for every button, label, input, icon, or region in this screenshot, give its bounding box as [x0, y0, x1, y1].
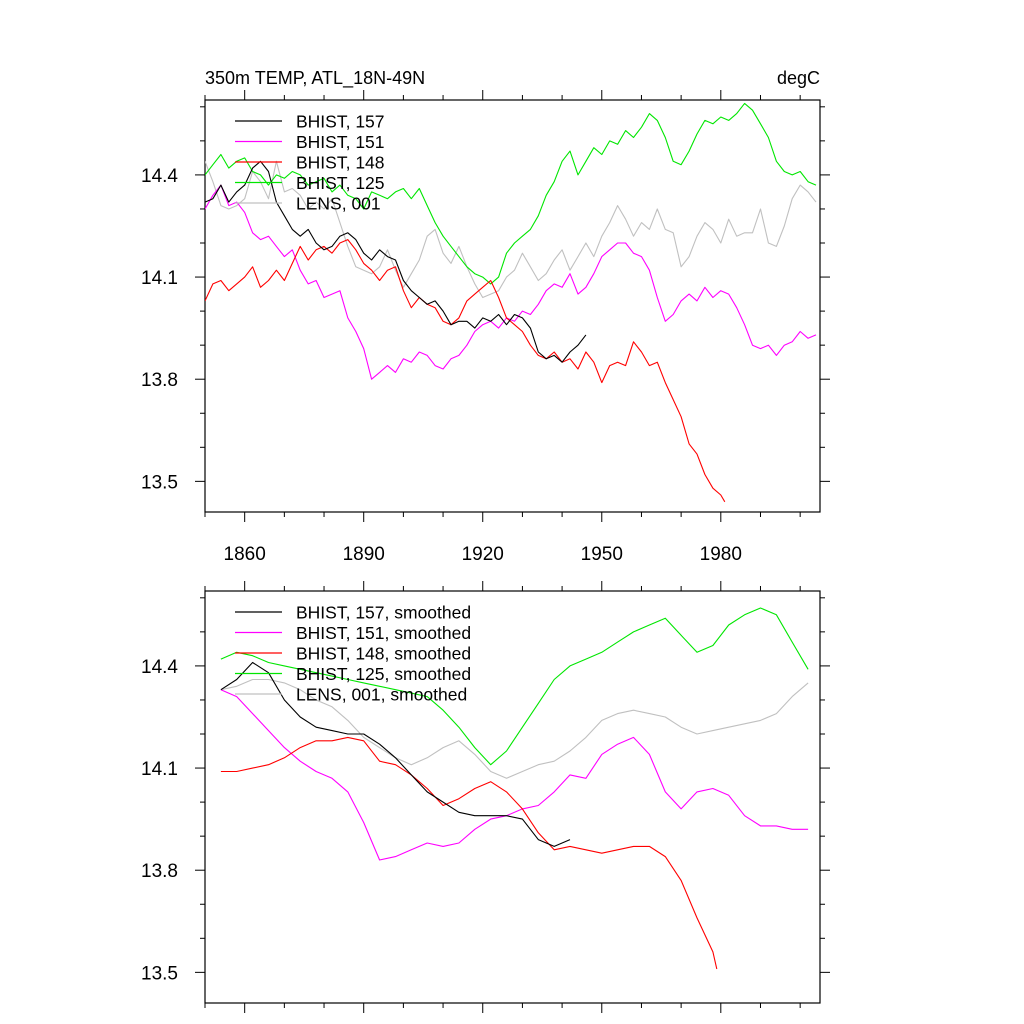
panel0-xtick-label-1920: 1920 — [462, 544, 504, 565]
panel0-legend-label-bhist-148: BHIST, 148 — [296, 153, 385, 173]
panel0-ytick-label-13.8: 13.8 — [141, 370, 178, 391]
panel1-series-bhist-125-smoothed — [220, 607, 809, 766]
panel1-series-lens-001-smoothed — [220, 678, 809, 779]
panel0-legend-label-bhist-157: BHIST, 157 — [296, 112, 385, 132]
panel1-ytick-label-14.1: 14.1 — [141, 759, 178, 780]
panel1-series-bhist-157-smoothed — [220, 661, 571, 847]
panel0-ytick-label-13.5: 13.5 — [141, 472, 178, 493]
panel0-series-bhist-151 — [205, 184, 817, 380]
panel0-xtick-label-1890: 1890 — [343, 544, 385, 565]
panel0-legend-label-bhist-151: BHIST, 151 — [296, 132, 385, 152]
panel0-series-bhist-125 — [205, 102, 817, 285]
panel1-legend-label-bhist-157-smoothed: BHIST, 157, smoothed — [296, 603, 471, 623]
panel1-plot-frame — [204, 590, 821, 1004]
panel1-ytick-label-14.4: 14.4 — [141, 657, 178, 678]
panel1-series-bhist-148-smoothed — [220, 736, 718, 970]
top-panel: 350m TEMP, ATL_18N-49N degC 1860 1890 1920 19… — [141, 68, 830, 565]
panel0-plot-frame — [204, 99, 821, 513]
panel0-xtick-label-1860: 1860 — [224, 544, 266, 565]
panel0-series-bhist-157 — [205, 160, 587, 363]
panel0-legend-label-lens-001: LENS, 001 — [296, 194, 381, 214]
panel0-units: degC — [777, 68, 820, 88]
panel1-ytick-label-13.5: 13.5 — [141, 963, 178, 984]
panel1-ytick-label-13.8: 13.8 — [141, 861, 178, 882]
panel1-series-bhist-151-smoothed — [220, 689, 809, 861]
panel1-legend-label-lens-001-smoothed: LENS, 001, smoothed — [296, 685, 467, 705]
panel0-ytick-label-14.4: 14.4 — [141, 166, 178, 187]
panel0-title: 350m TEMP, ATL_18N-49N — [205, 68, 425, 89]
panel0-legend-label-bhist-125: BHIST, 125 — [296, 173, 385, 193]
panel1-legend-label-bhist-125-smoothed: BHIST, 125, smoothed — [296, 664, 471, 684]
panel0-xtick-label-1950: 1950 — [581, 544, 623, 565]
panel0-ytick-label-14.1: 14.1 — [141, 268, 178, 289]
panel1-legend-label-bhist-151-smoothed: BHIST, 151, smoothed — [296, 623, 471, 643]
panel1-legend-label-bhist-148-smoothed: BHIST, 148, smoothed — [296, 644, 471, 664]
panel0-series-bhist-148 — [205, 239, 726, 503]
panel0-xtick-label-1980: 1980 — [700, 544, 742, 565]
panel0-series-lens-001 — [205, 160, 817, 299]
